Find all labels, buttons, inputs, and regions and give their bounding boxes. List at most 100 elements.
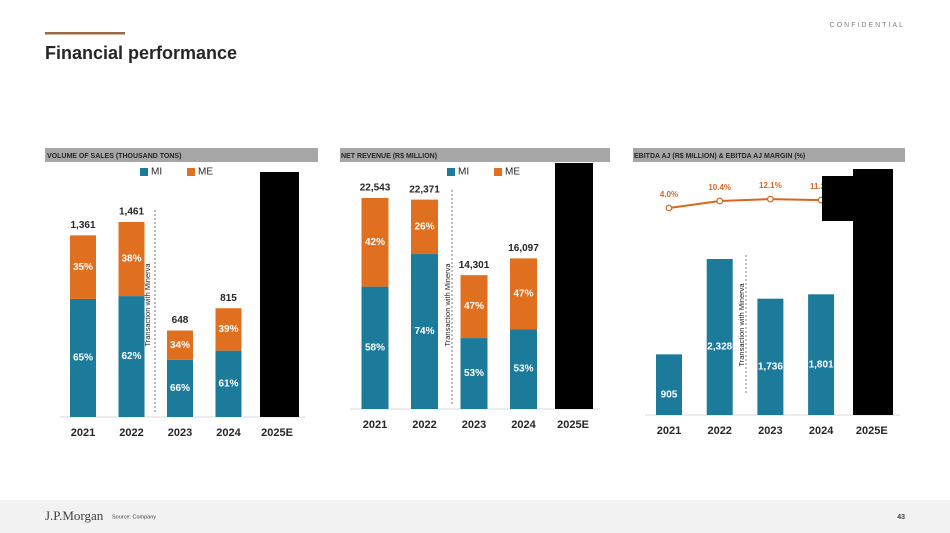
bar-segment [411, 199, 438, 255]
bar-segment [361, 198, 389, 287]
annotation: Transaction with Minerva [443, 263, 452, 347]
source: Source: Company [112, 514, 156, 520]
bar-label: 1,736 [758, 361, 783, 372]
bar-segment [215, 350, 242, 417]
total-label: 16,097 [508, 243, 539, 254]
bar-segment [361, 286, 389, 409]
bar-segment [460, 338, 488, 409]
total-label: 1,461 [119, 207, 144, 218]
x-tick-label: 2022 [412, 419, 436, 431]
margin-marker [767, 195, 774, 203]
segment-label: 61% [218, 378, 238, 389]
segment-label: 38% [121, 254, 141, 265]
total-label: 648 [172, 315, 189, 326]
x-tick-label: 2024 [511, 419, 536, 431]
legend-label: ME [505, 167, 520, 178]
bar-segment [510, 329, 537, 409]
segment-label: 47% [513, 288, 533, 299]
bar-segment [510, 258, 537, 330]
x-tick-label: 2023 [168, 427, 192, 439]
x-tick-label: 2022 [119, 427, 143, 439]
segment-label: 58% [365, 342, 385, 353]
bar-segment [167, 330, 193, 360]
total-label: 815 [220, 293, 237, 304]
margin-label: 4.0% [660, 190, 678, 199]
legend-swatch [494, 168, 502, 176]
bar [656, 354, 682, 415]
annotation: Transaction with Minerva [143, 263, 152, 347]
margin-label: 10.4% [708, 183, 731, 192]
x-tick-label: 2023 [758, 425, 782, 437]
margin-marker [665, 204, 673, 212]
x-tick-label: 2025E [261, 427, 293, 439]
segment-label: 47% [464, 301, 484, 312]
bar-segment [411, 254, 438, 409]
segment-label: 39% [218, 324, 238, 335]
segment-label: 53% [464, 368, 484, 379]
confidential: CONFIDENTIAL [830, 22, 905, 29]
redaction [822, 176, 864, 221]
panel-title: VOLUME OF SALES (THOUSAND TONS) [47, 153, 181, 160]
panel-title: NET REVENUE (R$ MILLION) [341, 153, 437, 160]
bar-segment [118, 296, 145, 417]
panel-header [45, 148, 318, 162]
bar [757, 298, 784, 415]
bar-label: 1,801 [809, 359, 834, 370]
x-tick-label: 2024 [216, 427, 241, 439]
logo: J.P.Morgan [45, 508, 104, 523]
x-tick-label: 2025E [557, 419, 589, 431]
redaction [555, 163, 593, 409]
bar-segment [70, 235, 96, 299]
segment-label: 34% [170, 340, 190, 351]
bar-segment [215, 308, 242, 351]
total-label: 22,543 [360, 183, 391, 194]
x-tick-label: 2023 [462, 419, 486, 431]
footer-band [0, 500, 950, 533]
legend-label: MI [151, 167, 162, 178]
bar-segment [167, 359, 193, 417]
accent-line [45, 32, 125, 35]
segment-label: 35% [73, 262, 93, 273]
bar [808, 294, 835, 415]
legend-swatch [447, 168, 455, 176]
margin-marker [716, 197, 724, 205]
margin-label: 12.1% [759, 181, 782, 190]
x-tick-label: 2025E [856, 425, 888, 437]
segment-label: 53% [513, 364, 533, 375]
legend-swatch [187, 168, 195, 176]
legend-swatch [140, 168, 148, 176]
segment-label: 66% [170, 383, 190, 394]
segment-label: 26% [414, 221, 434, 232]
margin-line [668, 198, 822, 209]
bar-label: 905 [661, 389, 678, 400]
plots: Transaction with Minerva 2021 65% 35% 1,361 2… [60, 167, 900, 439]
total-label: 14,301 [459, 260, 490, 271]
page-number: 43 [897, 514, 905, 521]
redaction [260, 172, 299, 417]
bar-segment [118, 222, 145, 297]
bar-segment [460, 275, 488, 339]
slide-title: Financial performance [45, 43, 237, 63]
bar-segment [70, 298, 96, 417]
panel-header [633, 148, 905, 162]
panel-header [340, 148, 610, 162]
total-label: 1,361 [70, 220, 95, 231]
x-tick-label: 2021 [657, 425, 681, 437]
x-tick-label: 2021 [363, 419, 387, 431]
legend-label: ME [198, 167, 213, 178]
legend-label: MI [458, 167, 469, 178]
x-tick-label: 2021 [71, 427, 95, 439]
x-tick-label: 2024 [809, 425, 834, 437]
segment-label: 74% [414, 326, 434, 337]
panel-title: EBITDA AJ (R$ MILLION) & EBITDA AJ MARGI… [634, 153, 805, 160]
total-label: 22,371 [409, 184, 440, 195]
bar [706, 259, 733, 415]
segment-label: 65% [73, 353, 93, 364]
bar-label: 2,328 [707, 342, 732, 353]
annotation: Transaction with Minerva [737, 283, 746, 367]
x-tick-label: 2022 [707, 425, 731, 437]
segment-label: 42% [365, 237, 385, 248]
margin-label: 11.2% [810, 182, 832, 191]
